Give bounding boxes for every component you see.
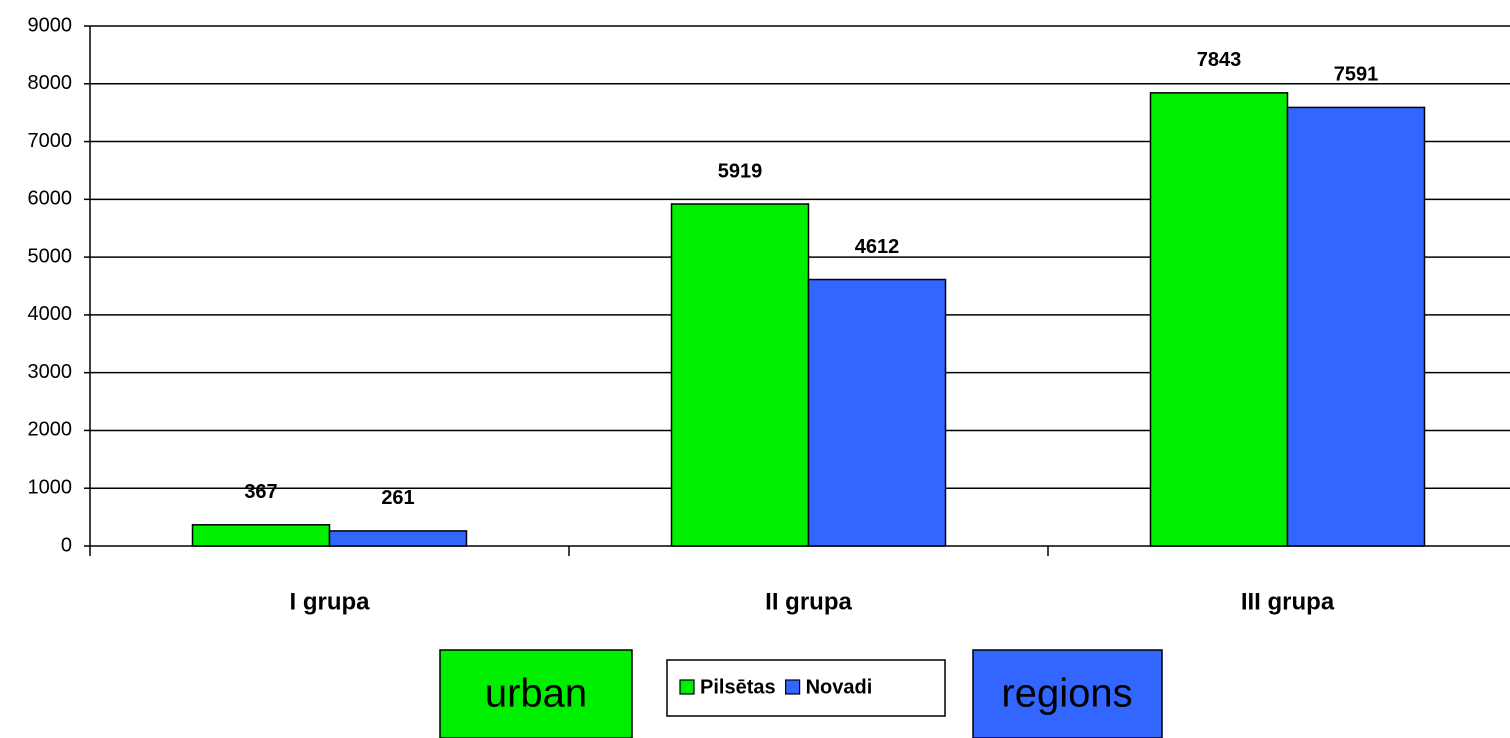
- annotation-box: [972, 649, 1163, 738]
- y-tick-label: 1000: [28, 477, 73, 499]
- legend-label: Pilsētas: [700, 676, 776, 698]
- bar: [670, 203, 810, 547]
- data-label: 5919: [718, 160, 763, 182]
- annotation: urban: [485, 672, 587, 716]
- legend-label: Novadi: [806, 676, 873, 698]
- bar: [807, 278, 947, 547]
- x-tick-label: II grupa: [765, 588, 852, 615]
- legend-swatch: [785, 679, 801, 695]
- data-label: 7843: [1197, 49, 1242, 71]
- x-tick-label: I grupa: [289, 588, 370, 615]
- y-tick-label: 0: [61, 534, 72, 556]
- bar: [1286, 106, 1426, 547]
- y-tick-label: 9000: [28, 14, 73, 36]
- y-tick-label: 2000: [28, 419, 73, 441]
- legend-swatch: [679, 679, 695, 695]
- bar: [328, 530, 468, 547]
- data-label: 261: [381, 487, 414, 509]
- annotation-box: [439, 649, 633, 738]
- annotation: regions: [1001, 672, 1132, 716]
- y-tick-label: 7000: [28, 130, 73, 152]
- bar: [1149, 92, 1289, 547]
- x-tick-label: III grupa: [1241, 588, 1335, 615]
- y-tick-label: 4000: [28, 303, 73, 325]
- legend-box: [666, 659, 946, 717]
- y-tick-label: 8000: [28, 72, 73, 94]
- y-tick-label: 6000: [28, 188, 73, 210]
- bar: [191, 524, 331, 547]
- y-tick-label: 3000: [28, 361, 73, 383]
- data-label: 4612: [855, 236, 900, 258]
- y-tick-label: 5000: [28, 245, 73, 267]
- data-label: 367: [244, 481, 277, 503]
- data-label: 7591: [1334, 64, 1379, 86]
